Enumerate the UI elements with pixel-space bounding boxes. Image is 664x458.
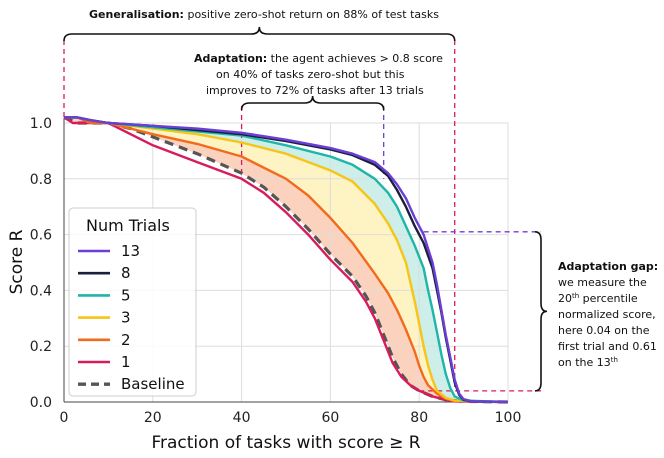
- axes: 0 20 40 60 80 100 0.0 0.2 0.4 0.6 0.8 1.0: [30, 116, 522, 426]
- legend-box: [68, 207, 197, 397]
- gap-line2-num: 20: [558, 292, 572, 305]
- x-tick-label: 0: [60, 410, 69, 426]
- series-line-1: [63, 116, 509, 404]
- gap-line2-sup: th: [572, 292, 579, 300]
- adaptation-text: the agent achieves > 0.8 score: [267, 52, 443, 65]
- legend-label-2: 2: [121, 331, 131, 349]
- gap-line6: on the 13th: [558, 356, 618, 369]
- x-tick-label: 20: [144, 410, 162, 426]
- x-tick-label: 80: [410, 410, 428, 426]
- adaptation-annotation-line3: improves to 72% of tasks after 13 trials: [206, 84, 424, 97]
- fill-band-baseline-to-2: [64, 117, 508, 403]
- gap-line3: normalized score,: [558, 308, 656, 321]
- series-line-2: [64, 116, 509, 404]
- legend-items: 13 8 5 3 2 1 Baseline: [78, 242, 185, 393]
- x-tick-label: 100: [495, 410, 522, 426]
- legend: Num Trials 13 8 5 3 2 1 Baseline: [68, 207, 197, 397]
- legend-label-baseline: Baseline: [121, 375, 185, 393]
- gap-line6-pre: on the 13: [558, 356, 611, 369]
- guide-lines: [63, 40, 541, 392]
- y-axis-title: Score R: [7, 229, 27, 294]
- generalisation-bold: Generalisation:: [89, 8, 184, 21]
- x-axis-title: Fraction of tasks with score ≥ R: [151, 433, 420, 453]
- series-line-13: [64, 116, 509, 404]
- series-lines: [63, 115, 509, 404]
- gap-line5: first trial and 0.61: [558, 340, 657, 353]
- y-tick-label: 0.6: [30, 228, 52, 244]
- fill-band-2-to-3: [64, 117, 508, 403]
- adaptation-annotation-line1: Adaptation: the agent achieves > 0.8 sco…: [194, 52, 443, 65]
- annotation-brackets: [63, 26, 548, 392]
- legend-label-3: 3: [121, 309, 131, 327]
- y-tick-label: 1.0: [30, 116, 52, 132]
- adaptation-annotation-line2: on 40% of tasks zero-shot but this: [216, 68, 405, 81]
- legend-label-1: 1: [121, 353, 131, 371]
- generalisation-annotation: Generalisation: positive zero-shot retur…: [89, 8, 439, 21]
- generalisation-text: positive zero-shot return on 88% of test…: [184, 8, 439, 21]
- x-tick-label: 40: [233, 410, 251, 426]
- gap-line2: 20th percentile: [558, 292, 638, 305]
- series-line-5: [64, 116, 509, 404]
- x-tick-label: 60: [321, 410, 339, 426]
- legend-label-13: 13: [121, 242, 140, 260]
- legend-label-5: 5: [121, 286, 131, 304]
- y-tick-label: 0.4: [30, 283, 52, 299]
- y-tick-label: 0.0: [30, 395, 52, 411]
- y-tick-label: 0.8: [30, 172, 52, 188]
- y-tick-label: 0.2: [30, 339, 52, 355]
- legend-label-8: 8: [121, 264, 131, 282]
- legend-title: Num Trials: [86, 216, 170, 235]
- adaptation-bracket: [240, 95, 385, 111]
- gap-line2-rest: percentile: [579, 292, 638, 305]
- gap-title: Adaptation gap:: [558, 260, 658, 273]
- gap-line1: we measure the: [558, 276, 647, 289]
- gap-line4: here 0.04 on the: [558, 324, 650, 337]
- generalisation-bracket: [63, 26, 456, 42]
- adaptation-gap-bracket: [534, 231, 548, 392]
- adaptation-bold: Adaptation:: [194, 52, 267, 65]
- gap-line6-sup: th: [611, 356, 618, 364]
